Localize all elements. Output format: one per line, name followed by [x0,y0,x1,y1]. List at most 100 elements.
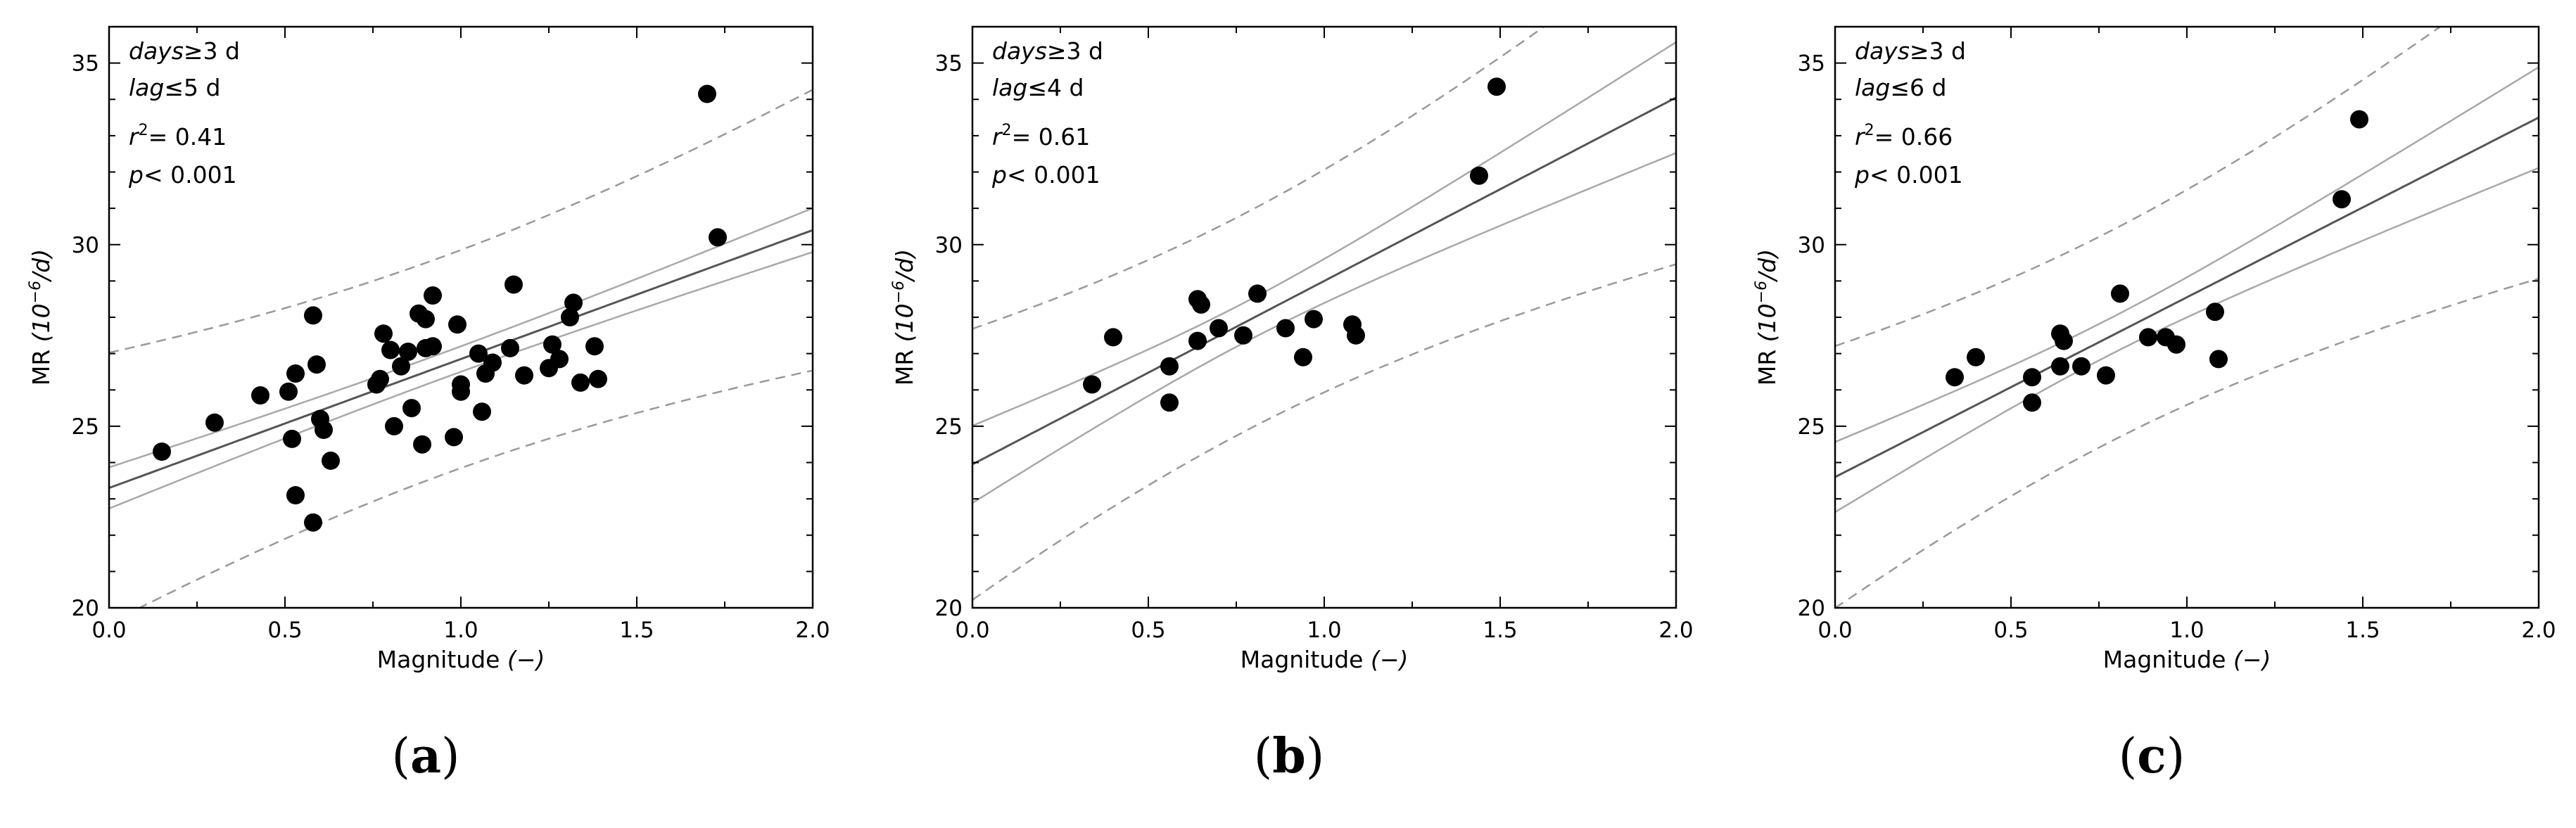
annotation-days-var: days [1855,37,1910,65]
data-point [381,340,400,359]
x-axis-title: Magnitude (−) [2103,646,2271,673]
data-point [1294,348,1312,367]
annotation-lag-value: ≤4 d [1027,74,1084,101]
data-point [304,306,322,325]
annotation-days-value: ≥3 d [1047,37,1103,65]
data-point [2023,393,2041,412]
data-point [571,373,590,392]
annotation-r-value: = 0.41 [148,123,227,151]
data-point [283,429,301,448]
y-tick-label: 25 [72,414,99,440]
x-tick-label: 0.0 [91,618,126,643]
data-point [1946,368,1964,387]
annotation-r-exponent: 2 [139,122,148,139]
caption-letter: b [1272,728,1306,784]
data-point [448,315,467,334]
caption-close-paren: ) [2166,729,2185,784]
data-point [1248,284,1267,303]
annotation-r-label: r [992,123,1003,151]
annotation-r-squared: r2= 0.61 [992,122,1090,151]
y-tick-label: 35 [72,51,99,77]
data-point [1487,77,1506,96]
x-axis-title: Magnitude (−) [377,646,545,673]
data-point [1305,310,1323,329]
data-point [2167,335,2185,354]
data-point [315,421,333,439]
data-point [709,228,727,247]
data-point [2111,284,2129,303]
data-point [1083,375,1101,394]
caption-close-paren: ) [441,729,460,784]
y-axis-title-unit-end: /d) [1753,249,1781,283]
data-point [374,324,393,343]
chart-panel-b: 0.0 0.5 1.0 1.5 2.0 20 25 30 35 Magnitude (−) MR (… [890,25,1694,673]
panel-caption-b: (b) [1254,728,1325,784]
annotation-p-text: < 0.001 [1007,161,1100,189]
data-point [402,399,421,418]
annotation-p-value: p< 0.001 [1854,161,1963,189]
data-point [1210,319,1228,338]
y-axis-title-unit-end: /d) [27,249,55,283]
data-point [2072,357,2090,376]
annotation-p-value: p< 0.001 [991,161,1100,189]
data-point [2097,366,2115,385]
y-tick-label: 30 [935,233,963,258]
data-point [564,293,583,312]
y-axis-title-unit: (10 [1753,303,1781,342]
data-point [589,369,607,388]
annotation-days-value: ≥3 d [184,37,240,65]
prediction-interval-lower [1835,277,2539,608]
regression-line [109,229,813,490]
x-tick-label: 1.0 [2169,618,2204,643]
data-point [473,402,491,421]
data-points [153,84,727,532]
data-point [505,275,523,294]
prediction-interval-lower [972,263,1676,601]
data-point [1192,295,1210,314]
data-point [1160,393,1179,412]
annotation-r-squared: r2= 0.41 [129,122,227,151]
data-point [251,386,269,405]
chart-panel-c: 0.0 0.5 1.0 1.5 2.0 20 25 30 35 Magnitude (−) MR (… [1753,25,2556,673]
data-point [1967,348,1985,367]
caption-letter: c [2137,728,2166,784]
data-point [469,344,488,363]
prediction-interval-upper [1835,27,2442,348]
prediction-interval-lower [137,369,813,608]
annotation-days: days≥3 d [992,37,1103,65]
annotation-days-var: days [129,37,184,65]
x-tick-label: 0.0 [1817,618,1852,643]
x-axis-title-text: Magnitude [377,646,507,673]
data-point [2206,302,2224,321]
data-point [1470,166,1488,185]
data-point [2023,368,2041,387]
data-point [322,451,340,470]
data-points [1083,77,1506,412]
data-point [501,338,519,357]
x-tick-label: 0.5 [267,618,302,643]
y-tick-label: 20 [935,596,963,621]
x-tick-label: 0.5 [1131,618,1165,643]
annotation-r-exponent: 2 [1865,122,1874,139]
caption-close-paren: ) [1305,729,1325,784]
data-point [424,337,442,356]
data-point [585,337,604,356]
annotation-days: days≥3 d [1855,37,1966,65]
y-tick-label: 20 [72,596,99,621]
data-point [1104,328,1122,347]
annotation-lag: lag≤5 d [129,74,220,101]
annotation-lag-var: lag [1855,74,1890,101]
data-point [153,442,171,461]
data-point [385,416,403,435]
annotation-lag-value: ≤6 d [1890,74,1946,101]
data-point [371,369,389,388]
confidence-interval-upper [109,207,813,469]
panel-caption-c: (c) [2119,728,2185,784]
panel-caption-a: (a) [391,728,459,784]
y-axis-title-unit-exponent: −6 [27,281,44,303]
annotation-p-value: p< 0.001 [128,161,237,189]
y-axis-title-unit-end: /d) [891,249,918,283]
data-point [2139,328,2157,347]
y-axis-title-text: MR [1753,342,1781,386]
data-point [483,353,502,372]
